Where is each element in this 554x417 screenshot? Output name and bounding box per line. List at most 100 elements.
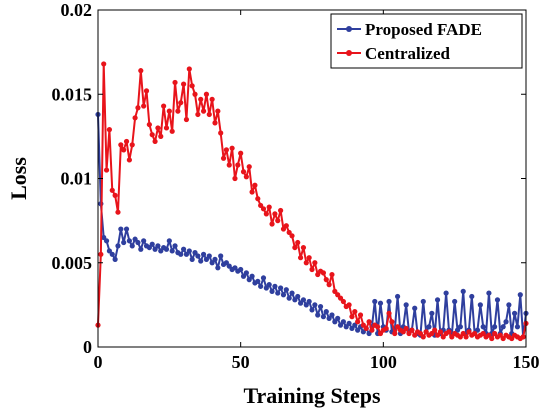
data-point-proposed-fade [238,266,244,273]
data-point-centralized [392,330,398,337]
data-point-centralized [215,108,221,114]
ticks-layer: 0 50 100 150 0 0.005 0.01 0.015 0.02 [52,0,540,372]
data-point-centralized [272,211,278,217]
data-point-proposed-fade [258,283,264,289]
data-point-centralized [252,182,258,188]
data-point-centralized [246,164,252,170]
data-point-centralized [306,255,312,261]
data-point-centralized [126,157,132,163]
data-point-proposed-fade [486,290,492,296]
data-point-centralized [432,327,438,333]
data-point-proposed-fade [212,256,218,262]
y-tick-label: 0.005 [52,253,93,273]
data-point-centralized [121,147,127,153]
data-point-proposed-fade [195,253,201,259]
data-point-proposed-fade [181,246,187,252]
data-point-proposed-fade [103,238,110,244]
data-point-proposed-fade [138,246,144,252]
data-point-centralized [109,187,115,193]
data-point-centralized [300,244,307,251]
data-point-centralized [135,105,141,111]
series-centralized [95,61,529,342]
data-point-centralized [266,204,272,210]
x-axis-title: Training Steps [243,383,381,408]
data-point-centralized [238,150,244,156]
data-point-proposed-fade [395,293,401,300]
data-point-proposed-fade [403,302,409,308]
data-point-centralized [363,325,369,332]
data-point-proposed-fade [429,310,435,316]
data-point-centralized [323,277,329,283]
data-point-proposed-fade [372,298,378,305]
data-point-proposed-fade [386,298,392,305]
data-point-centralized [163,125,170,131]
data-point-proposed-fade [278,285,284,291]
data-point-centralized [255,196,261,202]
data-point-proposed-fade [183,251,190,257]
data-point-proposed-fade [141,238,147,244]
x-tick-label: 0 [94,352,103,372]
data-point-centralized [375,324,381,330]
data-point-centralized [352,309,358,315]
data-point-centralized [386,310,392,316]
data-point-centralized [312,260,318,266]
data-point-centralized [226,162,232,168]
data-point-proposed-fade [283,287,289,293]
data-point-proposed-fade [280,292,287,298]
data-point-centralized [138,68,144,74]
data-point-centralized [340,298,346,305]
data-point-centralized [403,325,409,332]
y-axis-title: Loss [6,157,31,200]
data-point-proposed-fade [315,312,321,318]
data-point-centralized [263,211,269,217]
data-point-centralized [195,111,201,118]
data-point-centralized [269,221,275,227]
data-point-proposed-fade [317,303,324,310]
data-point-proposed-fade [178,251,184,257]
data-point-proposed-fade [249,273,255,279]
data-point-centralized [132,115,138,121]
data-point-proposed-fade [492,324,498,330]
data-point-centralized [223,147,229,153]
data-point-proposed-fade [155,243,161,249]
data-point-proposed-fade [340,319,346,325]
data-point-centralized [289,233,295,239]
data-point-centralized [158,133,164,139]
data-point-proposed-fade [289,290,295,296]
data-point-centralized [178,100,184,106]
data-point-proposed-fade [469,293,475,300]
data-point-centralized [206,111,212,118]
data-point-proposed-fade [480,324,486,330]
data-point-proposed-fade [477,302,483,308]
data-point-centralized [326,282,332,288]
data-point-proposed-fade [514,324,521,330]
data-point-proposed-fade [109,251,115,257]
data-point-centralized [355,319,361,325]
data-point-centralized [186,66,192,72]
y-tick-label: 0.01 [61,169,93,189]
data-point-proposed-fade [189,256,195,262]
data-point-centralized [463,334,469,340]
data-point-centralized [203,91,210,97]
legend-box [330,13,523,69]
data-point-proposed-fade [115,243,121,249]
data-point-proposed-fade [166,238,172,244]
data-point-proposed-fade [286,295,292,301]
data-point-centralized [357,312,364,318]
data-point-centralized [292,244,298,251]
data-point-centralized [175,108,181,114]
data-point-centralized [152,138,158,145]
data-point-proposed-fade [494,297,501,303]
data-point-proposed-fade [500,324,506,330]
data-point-proposed-fade [275,290,281,296]
data-point-centralized [106,127,113,133]
data-point-centralized [240,169,247,175]
data-point-proposed-fade [511,310,518,316]
data-point-centralized [366,319,372,325]
data-point-proposed-fade [260,275,267,281]
data-point-centralized [420,334,426,340]
data-point-proposed-fade [149,241,155,247]
data-point-proposed-fade [255,278,261,284]
data-point-centralized [192,91,198,97]
